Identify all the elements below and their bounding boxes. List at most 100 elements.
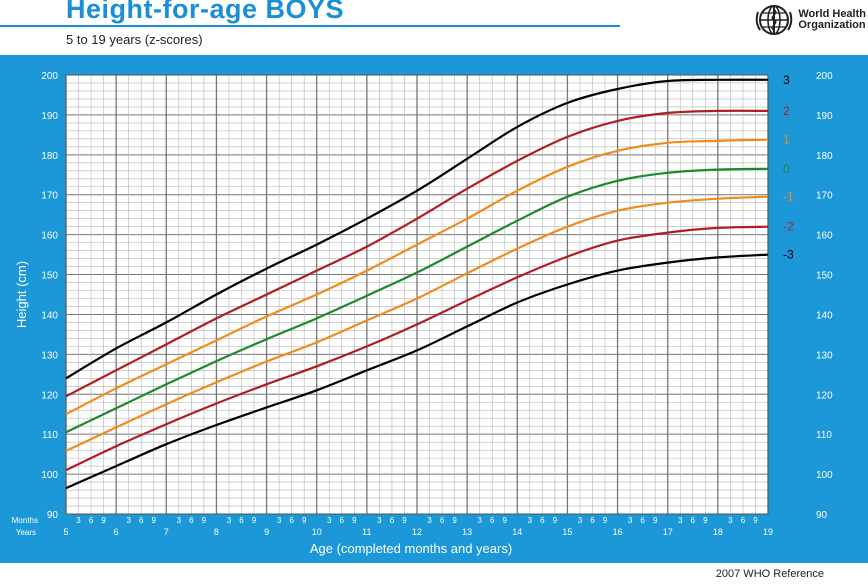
y-tick-label-right: 170 [816,191,833,202]
z-score-curve--1 [65,195,769,452]
y-tick-label-left: 180 [41,151,58,162]
page-subtitle: 5 to 19 years (z-scores) [66,32,203,47]
month-tick-label: 3 [126,516,131,525]
x-axis-label: Age (completed months and years) [310,541,512,556]
y-tick-label-right: 150 [816,271,833,282]
year-tick-label: 13 [462,527,472,537]
who-name: World Health Organization [798,9,866,31]
y-tick-label-right: 120 [816,390,833,401]
y-tick-label-left: 130 [41,350,58,361]
month-tick-label: 9 [302,516,307,525]
y-tick-label-left: 190 [41,111,58,122]
year-tick-label: 14 [512,527,522,537]
y-tick-label-left: 100 [41,470,58,481]
y-tick-label-right: 190 [816,111,833,122]
month-tick-label: 9 [653,516,658,525]
year-tick-label: 5 [63,527,68,537]
y-tick-label-right: 200 [816,71,833,82]
month-tick-label: 6 [189,516,194,525]
who-logo: World Health Organization [754,4,866,36]
month-tick-label: 6 [239,516,244,525]
page-title: Height-for-age BOYS [66,0,345,24]
month-tick-label: 9 [503,516,508,525]
z-score-label-2: 2 [783,104,790,118]
month-tick-label: 3 [477,516,482,525]
plot-border [65,74,769,515]
month-tick-label: 6 [490,516,495,525]
y-tick-label-left: 150 [41,271,58,282]
footer-reference: 2007 WHO Reference [715,568,824,580]
month-tick-label: 3 [277,516,282,525]
y-tick-label-left: 170 [41,191,58,202]
y-tick-label-left: 90 [47,510,59,521]
y-tick-label-right: 160 [816,231,833,242]
z-score-curve-0 [65,167,769,434]
month-tick-label: 6 [289,516,294,525]
month-tick-label: 9 [202,516,207,525]
y-tick-label-left: 140 [41,310,58,321]
month-tick-label: 3 [578,516,583,525]
year-tick-label: 12 [412,527,422,537]
z-score-label--3: -3 [783,248,794,262]
month-tick-label: 9 [352,516,357,525]
month-tick-label: 3 [76,516,81,525]
y-tick-label-right: 180 [816,151,833,162]
month-tick-label: 3 [377,516,382,525]
who-name-line1: World Health [798,8,866,20]
year-tick-label: 10 [312,527,322,537]
y-tick-label-right: 140 [816,310,833,321]
month-tick-label: 6 [390,516,395,525]
month-tick-label: 6 [640,516,645,525]
title-underline [0,25,620,27]
z-score-label-0: 0 [783,162,790,176]
z-score-label-3: 3 [783,73,790,87]
month-tick-label: 6 [741,516,746,525]
who-name-line2: Organization [798,19,866,31]
z-score-label--2: -2 [783,220,794,234]
month-tick-label: 9 [252,516,257,525]
month-tick-label: 6 [89,516,94,525]
month-tick-label: 6 [590,516,595,525]
z-score-curve--3 [65,253,769,490]
y-tick-label-right: 90 [816,510,828,521]
y-tick-label-left: 200 [41,71,58,82]
y-tick-label-left: 160 [41,231,58,242]
month-tick-label: 9 [452,516,457,525]
month-tick-label: 6 [440,516,445,525]
month-tick-label: 9 [753,516,758,525]
month-tick-label: 3 [227,516,232,525]
z-score-label--1: -1 [783,190,794,204]
month-tick-label: 3 [628,516,633,525]
month-tick-label: 6 [139,516,144,525]
z-score-curve-3 [65,78,769,380]
year-tick-label: 8 [214,527,219,537]
months-row-label: Months [12,516,38,525]
month-tick-label: 6 [540,516,545,525]
month-tick-label: 6 [340,516,345,525]
month-tick-label: 6 [691,516,696,525]
z-score-curve--2 [65,225,769,472]
month-tick-label: 3 [427,516,432,525]
z-score-label-1: 1 [783,133,790,147]
month-tick-label: 9 [152,516,157,525]
year-tick-label: 19 [763,527,773,537]
globe-emblem-icon [756,5,793,35]
y-tick-label-right: 100 [816,470,833,481]
year-tick-label: 16 [613,527,623,537]
year-tick-label: 18 [713,527,723,537]
month-tick-label: 3 [678,516,683,525]
month-tick-label: 3 [177,516,182,525]
month-tick-label: 3 [528,516,533,525]
year-tick-label: 6 [114,527,119,537]
z-score-curve-1 [65,138,769,416]
y-tick-label-left: 110 [42,430,58,441]
month-tick-label: 3 [728,516,733,525]
z-score-curve-2 [65,109,769,398]
year-tick-label: 7 [164,527,169,537]
year-tick-label: 9 [264,527,269,537]
month-tick-label: 9 [101,516,106,525]
y-tick-label-right: 130 [816,350,833,361]
month-tick-label: 9 [402,516,407,525]
y-tick-label-right: 110 [816,430,832,441]
year-tick-label: 15 [562,527,572,537]
